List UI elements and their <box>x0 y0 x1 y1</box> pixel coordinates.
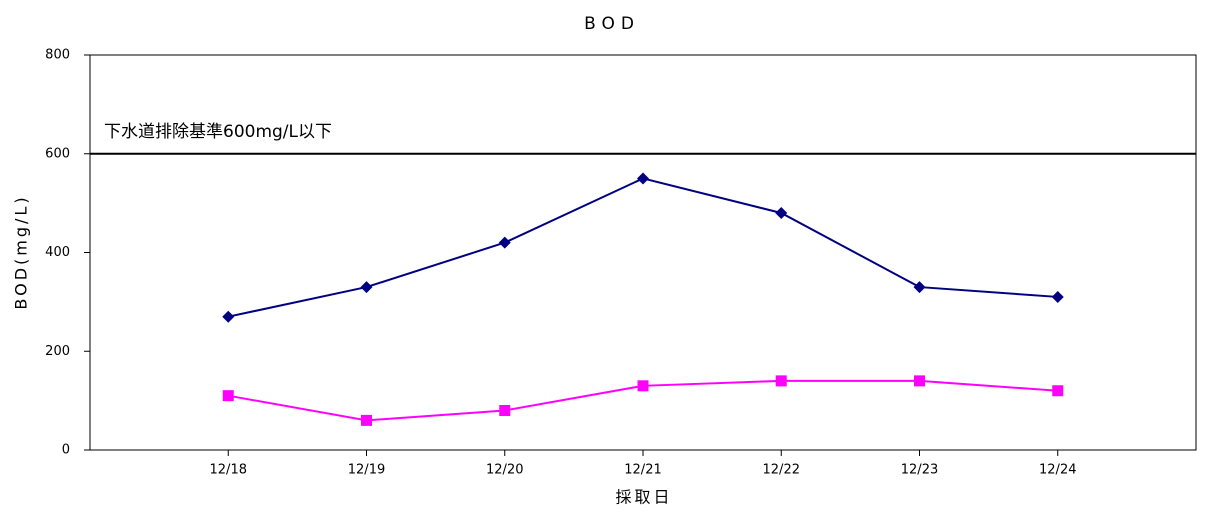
series-line <box>228 177 1058 318</box>
marker <box>1051 290 1064 303</box>
marker <box>360 281 373 294</box>
x-tick-label: 12/23 <box>901 463 938 478</box>
y-tick-label: 600 <box>45 146 70 161</box>
chart-title: BOD <box>584 14 640 34</box>
marker <box>222 390 234 402</box>
x-tick-label: 12/22 <box>763 463 800 478</box>
marker <box>775 375 787 387</box>
marker <box>914 375 925 387</box>
reference-label: 下水道排除基準600mg/L以下 <box>104 122 332 142</box>
x-tick-label: 12/18 <box>210 463 247 478</box>
marker <box>637 380 649 392</box>
x-tick-label: 12/20 <box>486 463 523 478</box>
x-tick-label: 12/24 <box>1039 463 1076 478</box>
marker <box>775 207 788 219</box>
marker <box>637 172 649 185</box>
marker <box>913 281 926 294</box>
y-tick-label: 800 <box>45 48 70 63</box>
y-tick-label: 400 <box>45 245 70 260</box>
marker <box>498 236 511 249</box>
x-tick-label: 12/19 <box>348 463 385 478</box>
marker <box>499 405 511 416</box>
marker <box>222 310 235 323</box>
marker <box>361 414 372 426</box>
y-tick-label: 0 <box>62 443 70 458</box>
x-axis-label: 採取日 <box>615 488 672 507</box>
y-tick-label: 200 <box>45 344 70 359</box>
marker <box>1052 385 1064 397</box>
x-tick-label: 12/21 <box>624 463 661 478</box>
y-axis-label: BOD(mg/L) <box>12 194 31 309</box>
